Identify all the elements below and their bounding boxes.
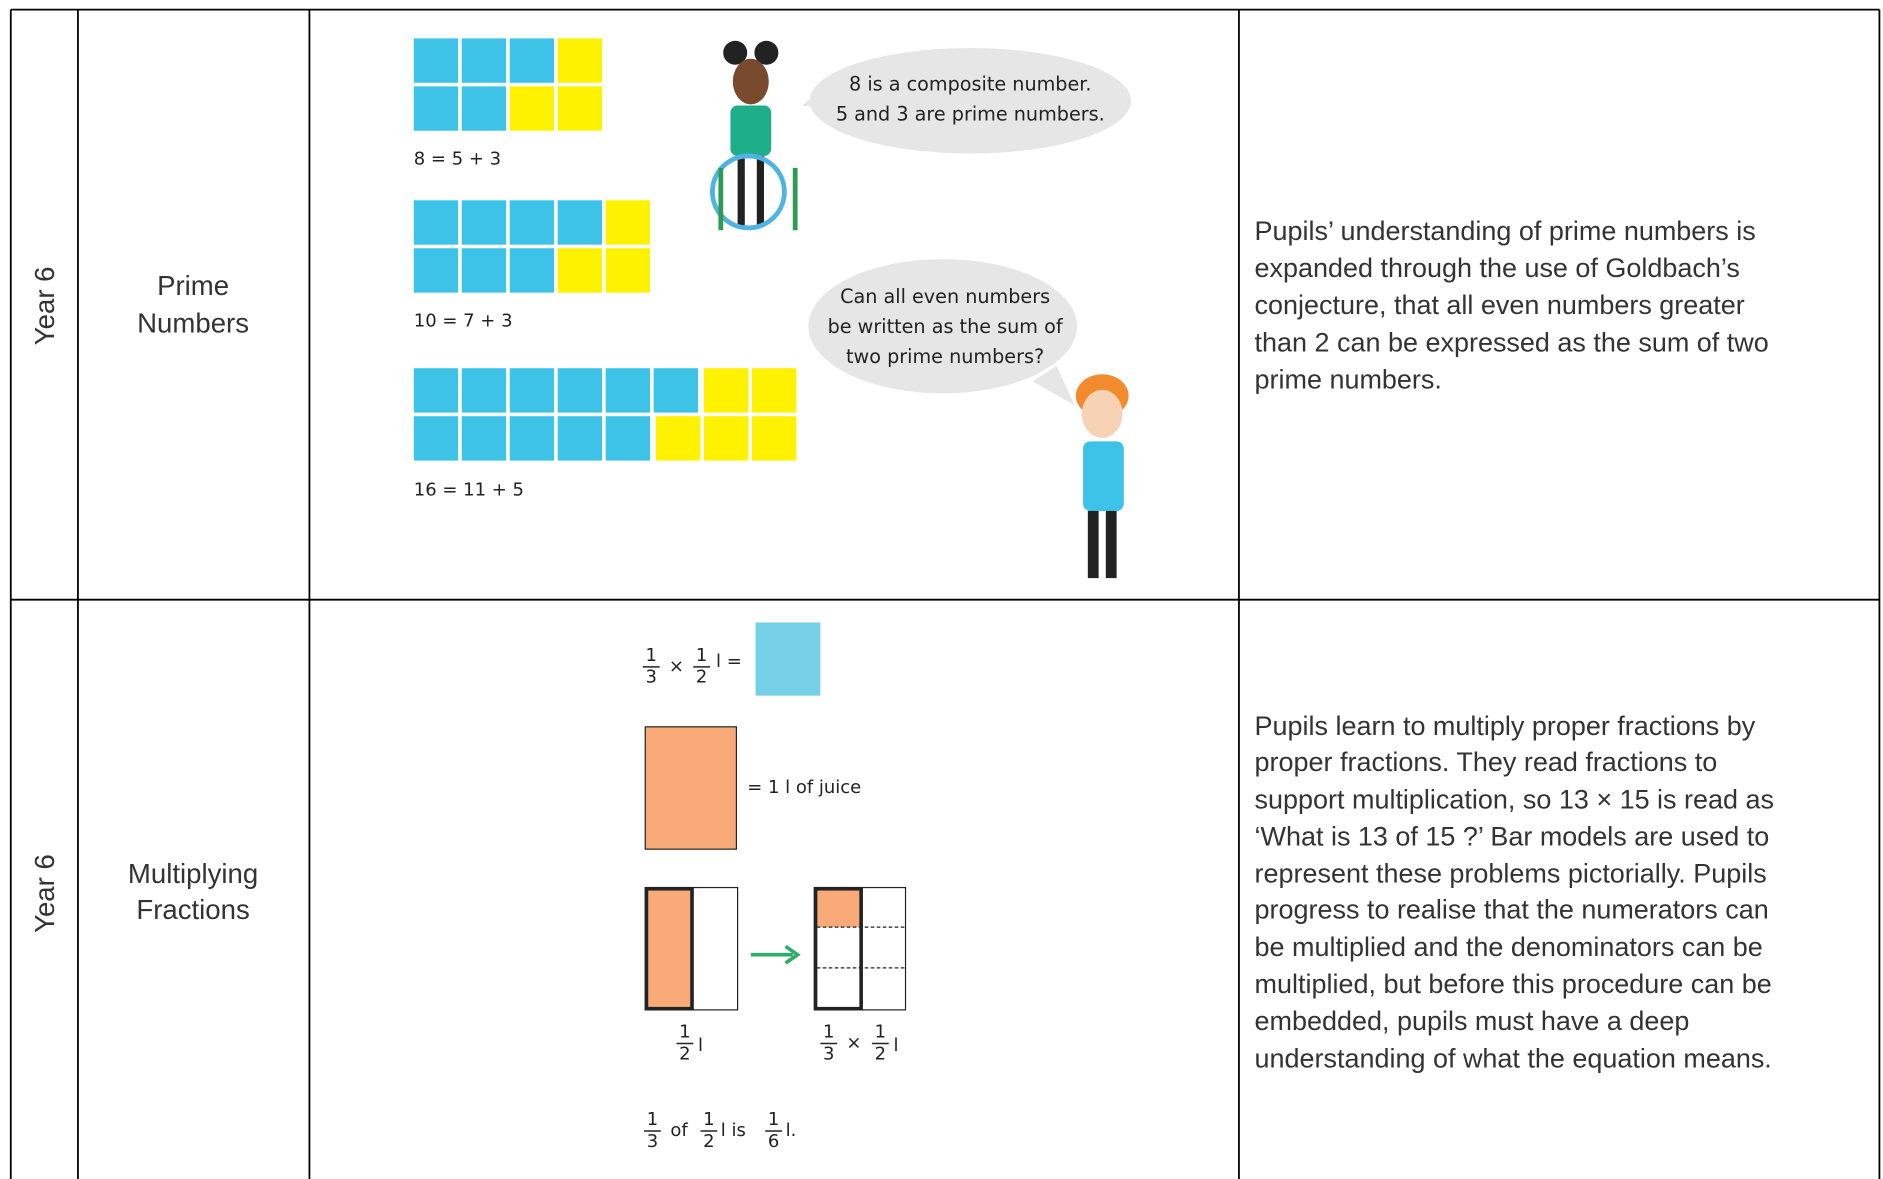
boy-illustration — [1075, 374, 1129, 579]
description: multiplied, but before this procedure ca… — [1255, 969, 1772, 999]
description: proper fractions. They read fractions to — [1255, 747, 1718, 777]
fraction: 3 — [823, 1043, 834, 1064]
result-square — [755, 622, 821, 696]
speech-bubble — [802, 47, 1132, 406]
unit: l — [698, 1035, 703, 1056]
description: embedded, pupils must have a deep — [1255, 1006, 1690, 1036]
topic: Prime — [157, 270, 229, 301]
year: Year 6 — [29, 266, 60, 345]
fraction: 1 — [703, 1109, 714, 1130]
year: Year 6 — [29, 854, 60, 933]
fraction: 2 — [696, 667, 707, 688]
fraction: 1 — [647, 1109, 658, 1130]
fraction: 1 — [823, 1022, 834, 1043]
table-grid — [9, 8, 1881, 1179]
speech-text: 5 and 3 are prime numbers. — [836, 103, 1105, 126]
equation: 10 = 7 + 3 — [414, 310, 513, 331]
equation: 8 = 5 + 3 — [414, 149, 501, 170]
operator: × — [846, 1032, 861, 1053]
fraction: 3 — [647, 1131, 658, 1152]
topic: Multiplying — [128, 858, 258, 889]
fraction: 1 — [875, 1022, 886, 1043]
juice-label: = 1 l of juice — [747, 777, 861, 798]
description: expanded through the use of Goldbach’s — [1255, 253, 1740, 283]
speech-text: 8 is a composite number. — [849, 73, 1091, 96]
fraction: 1 — [646, 645, 657, 666]
fraction: 2 — [875, 1043, 886, 1064]
fraction: 3 — [646, 667, 657, 688]
description: Pupils learn to multiply proper fraction… — [1255, 711, 1756, 741]
word: l is — [721, 1120, 746, 1141]
description: be multiplied and the denominators can b… — [1255, 932, 1763, 962]
fraction: 2 — [679, 1043, 690, 1064]
girl-illustration — [710, 40, 798, 231]
description: Pupils’ understanding of prime numbers i… — [1255, 216, 1756, 246]
description: progress to realise that the numerators … — [1255, 895, 1769, 925]
equation: 16 = 11 + 5 — [414, 480, 524, 501]
speech-text: Can all even numbers — [840, 285, 1050, 308]
fraction: 6 — [768, 1131, 779, 1152]
fraction: 1 — [679, 1022, 690, 1043]
topic: Fractions — [136, 894, 249, 925]
word: of — [670, 1120, 688, 1141]
word: l. — [786, 1120, 797, 1141]
description: support multiplication, so 13 × 15 is re… — [1255, 784, 1774, 814]
description: represent these problems pictorially. Pu… — [1255, 859, 1767, 889]
unit: l — [894, 1035, 899, 1056]
fraction: 1 — [696, 645, 707, 666]
description: than 2 can be expressed as the sum of tw… — [1255, 327, 1769, 357]
fraction-bars — [642, 666, 889, 1132]
speech-text: be written as the sum of — [828, 315, 1064, 338]
speech-text: two prime numbers? — [846, 345, 1044, 368]
bar-models — [644, 886, 907, 1011]
description: conjecture, that all even numbers greate… — [1255, 290, 1745, 320]
description: prime numbers. — [1255, 365, 1442, 395]
description: understanding of what the equation means… — [1255, 1043, 1772, 1073]
operator: × — [669, 656, 684, 677]
juice-bar — [644, 726, 738, 850]
square-grids — [413, 38, 797, 461]
fraction: 2 — [703, 1131, 714, 1152]
topic: Numbers — [137, 307, 249, 338]
unit: l = — [716, 651, 742, 672]
description: ‘What is 13 of 15 ?’ Bar models are used… — [1255, 821, 1770, 851]
fraction: 1 — [768, 1109, 779, 1130]
